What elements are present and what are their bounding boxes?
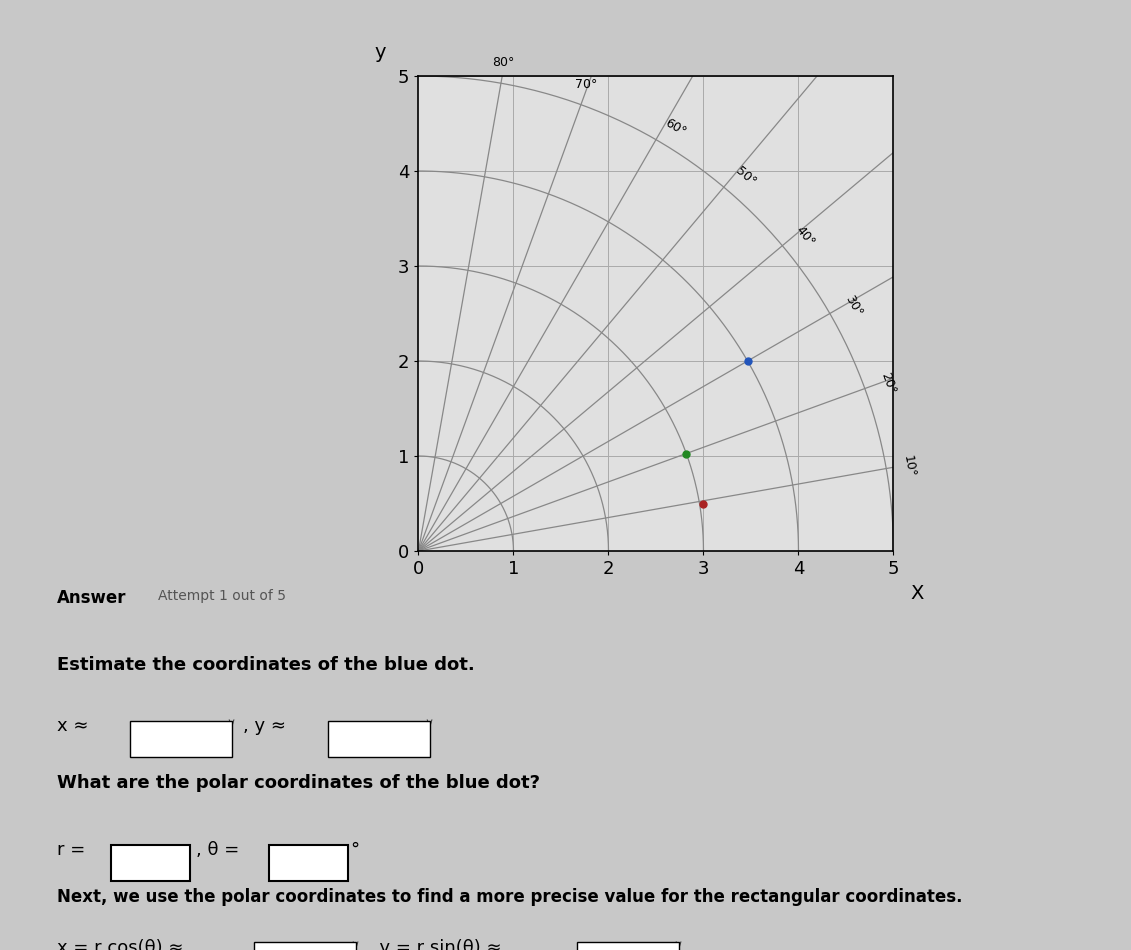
Text: , y ≈: , y ≈ xyxy=(243,717,286,735)
Text: x ≈: x ≈ xyxy=(57,717,88,735)
Text: ∨: ∨ xyxy=(226,717,235,731)
Text: , θ =: , θ = xyxy=(196,841,239,859)
Text: Answer: Answer xyxy=(57,589,126,607)
Text: , y = r sin(θ) ≈: , y = r sin(θ) ≈ xyxy=(368,939,501,950)
Text: °: ° xyxy=(351,841,360,859)
Text: ∨: ∨ xyxy=(351,939,360,950)
Text: x = r cos(θ) ≈: x = r cos(θ) ≈ xyxy=(57,939,183,950)
Text: 70°: 70° xyxy=(575,78,597,91)
Text: ∨: ∨ xyxy=(424,717,433,731)
Text: 10°: 10° xyxy=(900,454,917,478)
Text: 40°: 40° xyxy=(793,224,818,249)
Text: 20°: 20° xyxy=(879,371,898,396)
Text: X: X xyxy=(910,584,924,603)
Text: y: y xyxy=(374,43,386,62)
Text: 50°: 50° xyxy=(733,164,759,188)
Text: Estimate the coordinates of the blue dot.: Estimate the coordinates of the blue dot… xyxy=(57,656,474,674)
Text: 30°: 30° xyxy=(843,294,864,319)
Text: 60°: 60° xyxy=(663,116,689,139)
Text: What are the polar coordinates of the blue dot?: What are the polar coordinates of the bl… xyxy=(57,774,539,792)
Text: 80°: 80° xyxy=(492,56,515,69)
Text: r =: r = xyxy=(57,841,85,859)
Text: Next, we use the polar coordinates to find a more precise value for the rectangu: Next, we use the polar coordinates to fi… xyxy=(57,888,962,906)
Text: ∨: ∨ xyxy=(673,939,682,950)
Text: Attempt 1 out of 5: Attempt 1 out of 5 xyxy=(158,589,286,603)
